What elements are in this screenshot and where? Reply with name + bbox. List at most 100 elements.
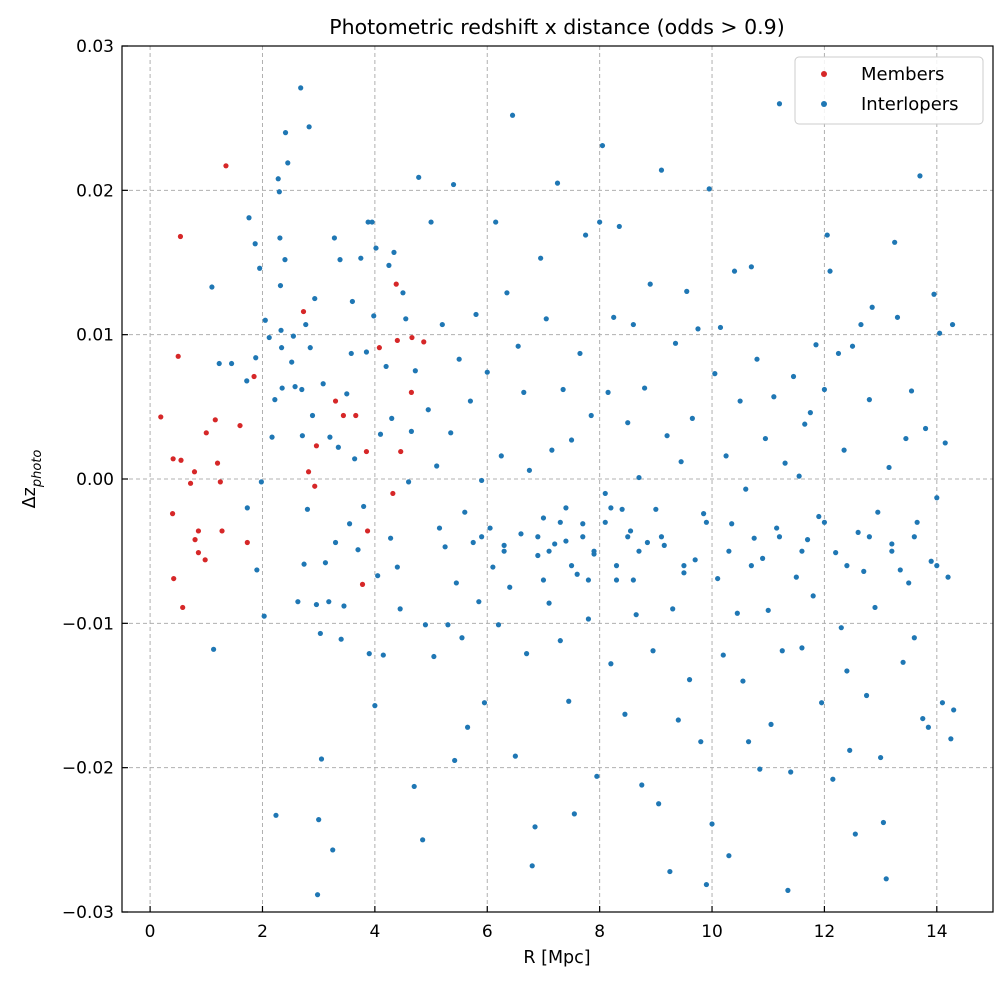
interloper-point	[349, 298, 355, 305]
interloper-point	[568, 563, 575, 569]
member-point	[170, 456, 176, 462]
interloper-point	[487, 525, 493, 531]
interloper-point	[498, 453, 504, 459]
interloper-point	[849, 343, 856, 349]
interloper-point	[824, 232, 830, 238]
interloper-point	[479, 477, 485, 484]
interloper-point	[692, 557, 698, 563]
member-point	[223, 163, 229, 169]
interloper-point	[619, 506, 625, 512]
interloper-point	[630, 321, 636, 328]
interloper-point	[216, 360, 222, 367]
interloper-point	[313, 601, 320, 608]
interloper-point	[425, 407, 431, 413]
interloper-point	[298, 85, 304, 91]
interloper-point	[277, 235, 283, 241]
interloper-point	[456, 356, 462, 362]
interloper-point	[273, 812, 279, 818]
member-point	[312, 483, 318, 489]
interloper-point	[380, 652, 386, 658]
interloper-point	[782, 460, 788, 466]
interloper-point	[925, 724, 931, 730]
y-axis-label-main: Δz	[20, 487, 40, 508]
interloper-point	[914, 519, 920, 525]
interloper-point	[903, 435, 909, 442]
interloper-point	[731, 268, 738, 274]
member-point	[421, 339, 427, 345]
interloper-point	[331, 235, 338, 241]
interloper-point	[411, 783, 417, 790]
member-point	[195, 550, 202, 556]
interloper-point	[889, 541, 895, 547]
interloper-point	[768, 721, 774, 727]
interloper-point	[689, 415, 695, 421]
interloper-point	[900, 659, 906, 665]
legend-marker-interlopers	[821, 101, 827, 107]
y-axis-label: Δzphoto	[20, 450, 45, 509]
interloper-point	[529, 863, 535, 869]
interloper-point	[788, 769, 794, 775]
interloper-point	[481, 700, 488, 706]
interloper-point	[355, 547, 361, 553]
interloper-point	[827, 268, 833, 274]
interloper-point	[799, 548, 805, 554]
interloper-point	[928, 558, 934, 564]
interloper-point	[563, 505, 569, 511]
interloper-point	[580, 521, 586, 527]
interloper-point	[658, 167, 665, 173]
interloper-point	[897, 567, 903, 573]
member-point	[158, 414, 164, 420]
interloper-point	[316, 817, 322, 823]
interloper-point	[939, 700, 946, 706]
interloper-point	[793, 574, 799, 580]
interloper-point	[335, 444, 341, 450]
interloper-point	[661, 542, 667, 548]
interloper-point	[262, 317, 268, 323]
interloper-point	[866, 397, 872, 403]
member-point	[177, 233, 184, 240]
interloper-point	[278, 345, 285, 351]
interloper-point	[566, 698, 572, 704]
interloper-point	[228, 360, 235, 367]
y-tick-label: 0.00	[76, 470, 114, 490]
grid-lines	[122, 46, 993, 912]
member-point	[191, 469, 198, 475]
interloper-point	[412, 368, 418, 374]
interloper-point	[931, 291, 937, 297]
interloper-point	[934, 563, 940, 569]
interloper-point	[883, 876, 889, 882]
member-point	[187, 480, 194, 486]
interloper-point	[317, 630, 323, 637]
interloper-point	[656, 801, 662, 807]
interloper-point	[948, 736, 954, 742]
interloper-point	[282, 257, 288, 263]
interloper-point	[275, 176, 281, 182]
interloper-point	[658, 534, 665, 540]
interloper-point	[346, 521, 353, 527]
member-point	[169, 511, 176, 517]
interloper-point	[386, 262, 392, 268]
interloper-point	[337, 257, 343, 263]
interloper-point	[762, 435, 769, 442]
y-axis-label-subscript: photo	[30, 450, 45, 489]
interloper-point	[701, 511, 707, 517]
interloper-point	[951, 707, 957, 713]
interloper-point	[594, 773, 600, 779]
y-tick-label: 0.01	[76, 326, 114, 346]
interloper-point	[605, 389, 611, 395]
interloper-point	[540, 577, 547, 583]
interloper-point	[344, 391, 350, 397]
interloper-point	[726, 548, 732, 554]
interloper-point	[743, 486, 749, 492]
interloper-point	[748, 264, 754, 270]
interloper-point	[434, 463, 440, 469]
interloper-point	[473, 311, 479, 318]
interloper-point	[920, 715, 926, 722]
interloper-point	[664, 433, 670, 439]
interloper-point	[363, 349, 370, 355]
interloper-point	[613, 577, 620, 583]
interloper-point	[269, 434, 275, 440]
interloper-point	[369, 219, 375, 225]
interloper-point	[642, 385, 648, 391]
